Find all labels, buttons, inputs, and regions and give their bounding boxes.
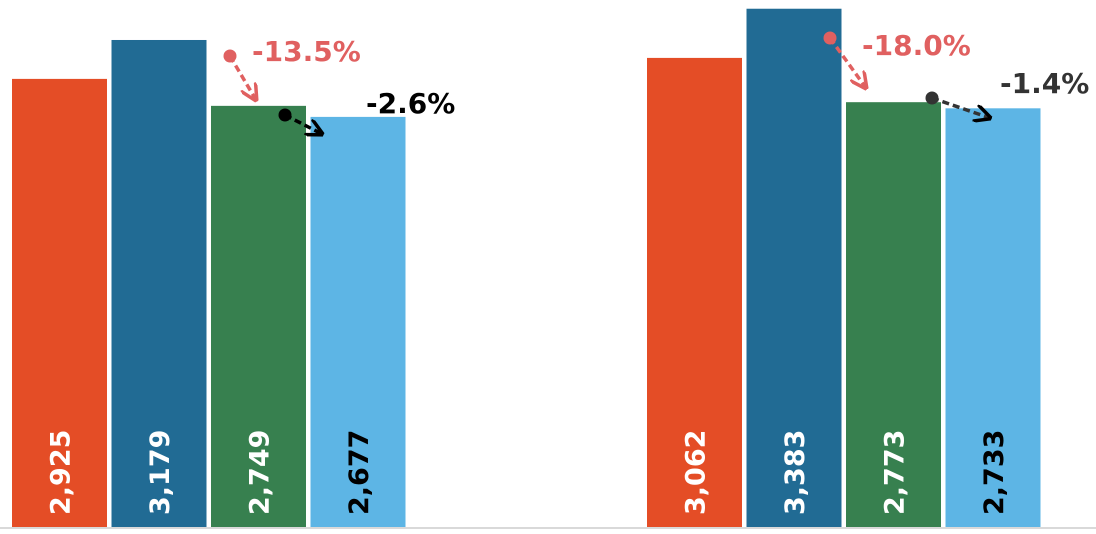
bar [647, 57, 742, 527]
change-label: -2.6% [366, 87, 455, 120]
value-label: 2,773 [880, 430, 911, 515]
change-label: -13.5% [252, 35, 361, 68]
value-label: 2,749 [245, 430, 276, 515]
bar [310, 116, 406, 527]
bar [111, 39, 207, 528]
bar [211, 105, 306, 528]
bar [945, 108, 1041, 527]
change-arrow [284, 113, 322, 134]
value-label: 3,062 [681, 430, 712, 515]
value-label: 2,733 [979, 430, 1010, 515]
value-label: 2,925 [46, 430, 77, 515]
value-label: 3,383 [780, 430, 811, 515]
bar [746, 8, 842, 528]
change-dot [925, 91, 939, 105]
change-dot [278, 108, 292, 122]
change-label: -1.4% [1000, 67, 1089, 100]
change-dot [223, 49, 237, 63]
value-label: 3,179 [145, 430, 176, 515]
value-label: 2,677 [344, 430, 375, 515]
bar [12, 78, 107, 528]
change-arrow [228, 55, 256, 100]
bar [846, 102, 941, 527]
change-label: -18.0% [862, 29, 971, 62]
change-dot [823, 31, 837, 45]
